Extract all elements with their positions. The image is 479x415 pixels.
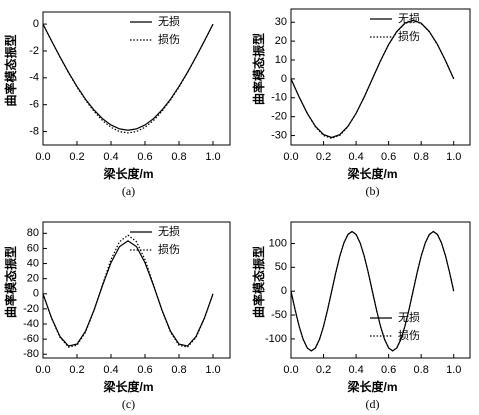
caption: (d)	[366, 397, 380, 411]
plot-frame	[42, 221, 231, 359]
y-tick-label: 0	[281, 285, 287, 297]
legend-label: 无损	[398, 11, 420, 25]
y-tick-label: -60	[23, 333, 39, 345]
y-tick-label: -6	[29, 99, 39, 111]
y-tick-label: -100	[265, 333, 287, 345]
x-tick-label: 0.6	[137, 364, 152, 376]
x-tick-label: 0.8	[171, 364, 186, 376]
x-tick-label: 0.4	[348, 151, 363, 163]
x-tick-label: 1.0	[446, 151, 461, 163]
caption: (b)	[366, 184, 380, 198]
x-tick-label: 0.0	[35, 364, 50, 376]
x-tick-label: 0.8	[414, 151, 429, 163]
legend-label: 无损	[158, 14, 180, 28]
x-tick-label: 0.2	[69, 151, 84, 163]
y-tick-label: -20	[23, 303, 39, 315]
legend-label: 无损	[398, 310, 420, 324]
y-tick-label: 60	[27, 242, 39, 254]
y-tick-label: 30	[275, 16, 287, 28]
x-tick-label: 0.6	[381, 151, 396, 163]
legend-label: 损伤	[158, 242, 180, 256]
x-tick-label: 0.8	[414, 364, 429, 376]
x-tick-label: 0.0	[283, 364, 298, 376]
series-line	[42, 234, 214, 348]
y-axis-label: 曲率模态振型	[251, 246, 266, 318]
x-axis-label: 梁长度/m	[102, 166, 153, 181]
x-tick-label: 0.8	[171, 151, 186, 163]
y-axis-label: 曲率模态振型	[3, 246, 18, 318]
y-tick-label: -20	[271, 111, 287, 123]
legend-label: 损伤	[398, 29, 420, 43]
plot-frame	[42, 11, 231, 146]
y-tick-label: -10	[271, 92, 287, 104]
y-tick-label: 80	[27, 227, 39, 239]
x-axis-label: 梁长度/m	[346, 166, 397, 181]
y-tick-label: 0	[281, 73, 287, 85]
x-tick-label: 1.0	[205, 364, 220, 376]
x-tick-label: 0.2	[69, 364, 84, 376]
y-tick-label: 20	[27, 273, 39, 285]
y-axis-label: 曲率模态振型	[251, 33, 266, 105]
caption: (a)	[122, 184, 135, 198]
y-tick-label: 0	[33, 288, 39, 300]
x-tick-label: 0.4	[348, 364, 363, 376]
y-tick-label: 40	[27, 257, 39, 269]
legend-label: 损伤	[158, 32, 180, 46]
x-tick-label: 0.6	[381, 364, 396, 376]
y-tick-label: -30	[271, 129, 287, 141]
series-line	[42, 240, 214, 347]
x-tick-label: 0.0	[283, 151, 298, 163]
y-tick-label: 0	[33, 18, 39, 30]
series-line	[42, 23, 214, 131]
y-axis-label: 曲率模态振型	[3, 34, 18, 106]
legend-label: 损伤	[398, 328, 420, 342]
x-tick-label: 0.4	[103, 151, 118, 163]
y-tick-label: -40	[23, 318, 39, 330]
y-tick-label: 10	[275, 54, 287, 66]
legend-label: 无损	[158, 224, 180, 238]
y-tick-label: -8	[29, 125, 39, 137]
caption: (c)	[122, 397, 135, 411]
x-tick-label: 0.4	[103, 364, 118, 376]
plot-frame	[290, 8, 471, 146]
series-line	[290, 230, 455, 352]
x-tick-label: 1.0	[205, 151, 220, 163]
plot-frame	[290, 221, 471, 359]
y-tick-label: 100	[269, 237, 287, 249]
y-tick-label: 20	[275, 35, 287, 47]
x-axis-label: 梁长度/m	[102, 379, 153, 394]
y-tick-label: -2	[29, 45, 39, 57]
x-tick-label: 0.0	[35, 151, 50, 163]
y-tick-label: 50	[275, 261, 287, 273]
series-line	[290, 20, 455, 140]
x-tick-label: 1.0	[446, 364, 461, 376]
series-line	[42, 23, 214, 134]
y-tick-label: -4	[29, 72, 39, 84]
x-tick-label: 0.2	[316, 364, 331, 376]
y-tick-label: -80	[23, 348, 39, 360]
x-tick-label: 0.6	[137, 151, 152, 163]
x-axis-label: 梁长度/m	[346, 379, 397, 394]
y-tick-label: -50	[271, 309, 287, 321]
x-tick-label: 0.2	[316, 151, 331, 163]
